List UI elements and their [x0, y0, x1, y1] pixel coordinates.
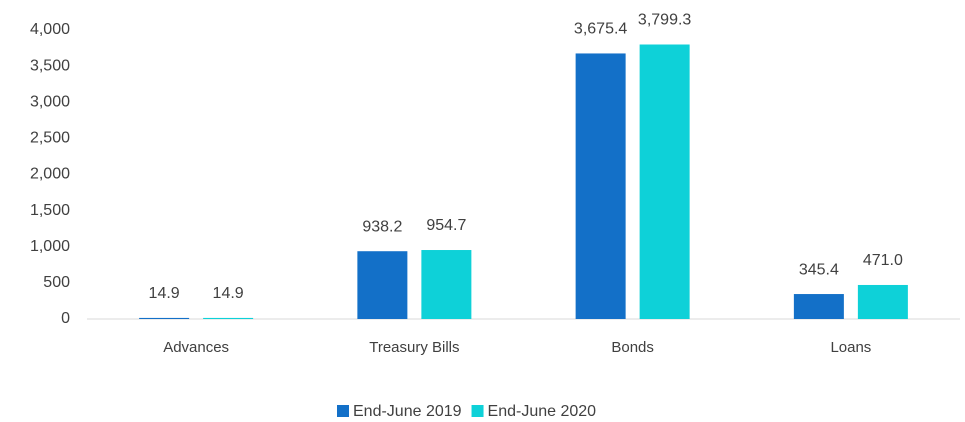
data-label: 3,675.4 — [574, 21, 627, 38]
legend-label: End-June 2019 — [353, 403, 462, 420]
bar — [357, 251, 408, 319]
y-tick-label: 4,000 — [30, 21, 70, 38]
x-tick-label: Bonds — [611, 339, 654, 356]
y-tick-label: 2,000 — [30, 166, 70, 183]
bar — [139, 317, 190, 319]
bar — [857, 284, 908, 319]
bar — [575, 53, 626, 319]
x-tick-label: Treasury Bills — [369, 339, 459, 356]
bar — [421, 250, 472, 319]
y-tick-label: 0 — [61, 310, 70, 327]
legend-swatch — [471, 405, 484, 417]
data-label: 14.9 — [149, 285, 180, 302]
data-label: 3,799.3 — [638, 12, 691, 29]
y-tick-label: 1,000 — [30, 238, 70, 255]
y-tick-label: 2,500 — [30, 130, 70, 147]
y-tick-label: 1,500 — [30, 202, 70, 219]
data-label: 14.9 — [213, 285, 244, 302]
y-tick-label: 500 — [43, 274, 70, 291]
legend-swatch — [337, 405, 349, 417]
bar — [639, 44, 690, 319]
legend-label: End-June 2020 — [488, 403, 597, 420]
bar — [793, 294, 844, 319]
bar — [203, 317, 254, 319]
x-tick-label: Advances — [163, 339, 229, 356]
data-label: 954.7 — [426, 217, 466, 234]
x-tick-label: Loans — [830, 339, 871, 356]
y-tick-label: 3,000 — [30, 93, 70, 110]
data-label: 938.2 — [362, 218, 402, 235]
y-tick-label: 3,500 — [30, 57, 70, 74]
data-label: 471.0 — [863, 252, 903, 269]
data-label: 345.4 — [799, 261, 839, 278]
